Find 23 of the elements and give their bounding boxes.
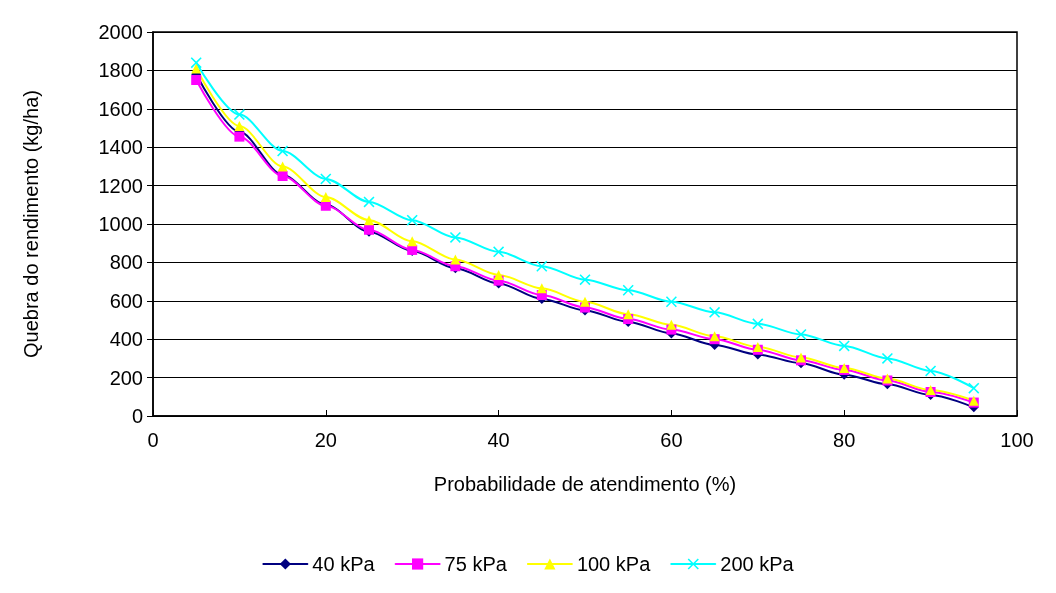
y-tick-label: 2000 [98, 21, 143, 43]
y-tick-label: 1400 [98, 136, 143, 159]
y-tick-label: 200 [109, 366, 143, 389]
y-axis-title: Quebra do rendimento (kg/ha) [20, 90, 42, 358]
y-tick-label: 0 [131, 405, 143, 427]
legend-label: 200 kPa [720, 553, 795, 575]
y-tick-label: 1000 [98, 213, 143, 235]
x-tick-label: 60 [660, 429, 683, 451]
y-tick-label: 1200 [98, 174, 143, 197]
x-tick-label: 40 [487, 429, 510, 451]
y-tick-label: 1800 [98, 59, 143, 82]
legend-label: 40 kPa [312, 553, 376, 575]
y-tick-label: 1600 [98, 97, 143, 120]
x-axis-title: Probabilidade de atendimento (%) [433, 473, 737, 495]
x-tick-label: 100 [1000, 429, 1034, 451]
y-tick-label: 800 [109, 251, 143, 274]
y-tick-label: 600 [109, 289, 143, 312]
x-tick-label: 20 [314, 429, 337, 451]
x-tick-label: 80 [833, 429, 856, 451]
y-tick-label: 400 [109, 328, 143, 351]
legend-label: 100 kPa [576, 553, 652, 575]
x-tick-label: 0 [147, 429, 159, 451]
legend-label: 75 kPa [444, 553, 508, 575]
